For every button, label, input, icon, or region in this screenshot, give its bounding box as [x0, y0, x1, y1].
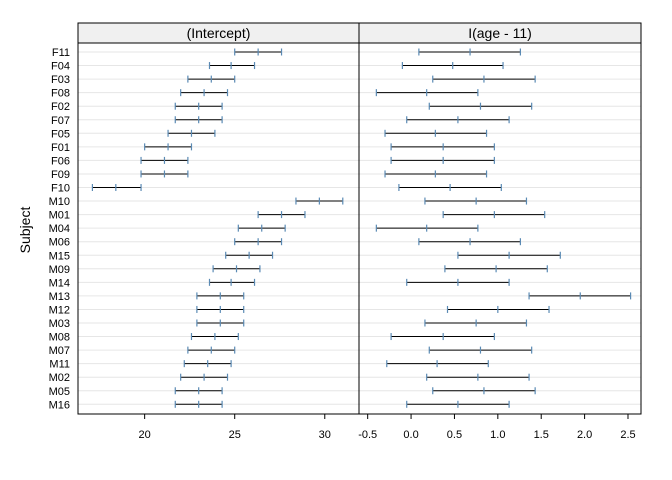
subject-label-m16: M16 [49, 399, 70, 411]
panel-border [358, 42, 642, 415]
subject-label-f09: F09 [51, 169, 70, 181]
subject-label-m14: M14 [49, 277, 70, 289]
subject-label-m12: M12 [49, 304, 70, 316]
x-tick-label: 1.5 [534, 429, 549, 441]
subject-label-f11: F11 [52, 47, 70, 59]
subject-label-f07: F07 [51, 115, 70, 127]
y-axis-label: Subject [17, 207, 33, 254]
subject-label-f03: F03 [51, 74, 70, 86]
subject-label-m07: M07 [49, 345, 70, 357]
x-tick-label: 25 [229, 429, 241, 441]
subject-label-f08: F08 [51, 88, 70, 100]
subject-labels: F11F04F03F08F02F07F05F01F06F09F10M10M01M… [49, 47, 70, 411]
panel-title: (Intercept) [187, 25, 251, 41]
subject-label-f04: F04 [51, 61, 70, 73]
x-tick-label: 0.5 [447, 429, 462, 441]
panel-title: I(age - 11) [468, 25, 532, 41]
x-tick-label: -0.5 [358, 429, 377, 441]
x-tick-label: 1.0 [490, 429, 505, 441]
subject-label-m11: M11 [49, 359, 70, 371]
subject-label-m08: M08 [49, 332, 70, 344]
subject-label-m09: M09 [49, 264, 70, 276]
subject-label-m15: M15 [49, 250, 70, 262]
subject-label-m10: M10 [49, 196, 70, 208]
subject-label-f10: F10 [51, 183, 70, 195]
subject-label-m04: M04 [49, 223, 70, 235]
subject-label-m03: M03 [49, 318, 70, 330]
subject-label-m13: M13 [49, 291, 70, 303]
x-tick-label: 2.0 [577, 429, 592, 441]
x-tick-label: 30 [319, 429, 331, 441]
subject-label-m02: M02 [49, 372, 70, 384]
subject-label-f01: F01 [51, 142, 70, 154]
panel-0: (Intercept) 20 25 30 [77, 22, 360, 441]
axis-title-layer: Subject [17, 207, 33, 254]
subject-label-f06: F06 [51, 155, 70, 167]
panels: (Intercept) 20 25 30 I(age - 11) -0.5 0.0 0.5 1.… [77, 22, 642, 441]
subject-label-m05: M05 [49, 386, 70, 398]
subject-label-m06: M06 [49, 237, 70, 249]
subject-label-f05: F05 [51, 128, 70, 140]
x-tick-label: 0.0 [403, 429, 418, 441]
x-tick-label: 2.5 [620, 429, 635, 441]
subject-label-f02: F02 [51, 101, 70, 113]
subject-label-m01: M01 [49, 210, 70, 222]
x-tick-label: 20 [139, 429, 151, 441]
panel-1: I(age - 11) -0.5 0.0 0.5 1.0 1.5 2.0 2.5 [358, 22, 642, 441]
